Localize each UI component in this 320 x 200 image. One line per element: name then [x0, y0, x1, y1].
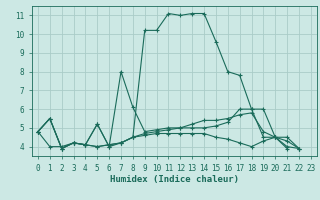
X-axis label: Humidex (Indice chaleur): Humidex (Indice chaleur) — [110, 175, 239, 184]
